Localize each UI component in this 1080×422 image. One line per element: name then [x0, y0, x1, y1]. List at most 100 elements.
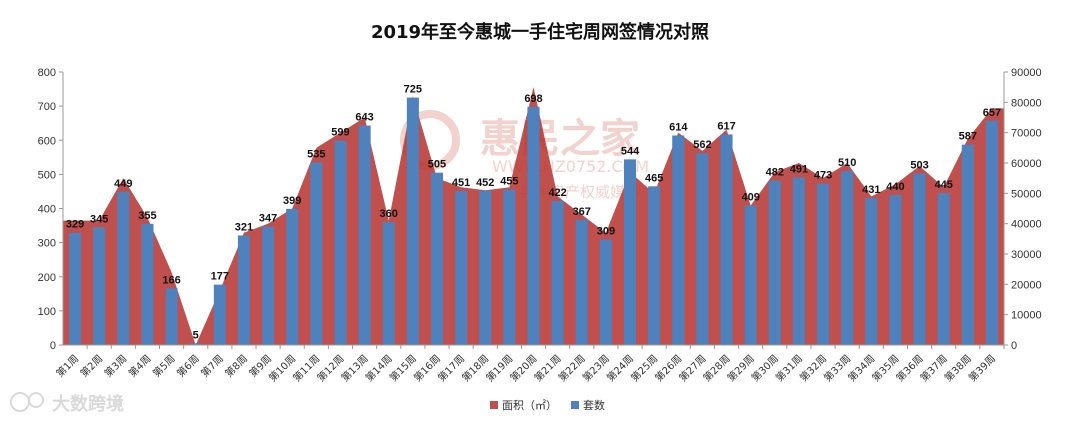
- x-tick-label: 第5周: [150, 352, 178, 380]
- left-tick-label: 200: [38, 272, 56, 284]
- x-tick-label: 第39周: [966, 352, 998, 384]
- left-tick-label: 300: [38, 238, 56, 250]
- x-tick-label: 第7周: [198, 352, 226, 380]
- data-label: 544: [621, 145, 640, 157]
- x-tick-label: 第2周: [77, 352, 105, 380]
- left-tick-label: 0: [50, 340, 56, 352]
- x-tick-label: 第8周: [222, 352, 250, 380]
- data-label: 422: [548, 187, 566, 199]
- right-tick-label: 40000: [1011, 219, 1042, 231]
- data-label: 166: [162, 274, 180, 286]
- left-tick-label: 400: [38, 204, 56, 216]
- bar-第5周: [165, 288, 178, 345]
- x-tick-label: 第6周: [174, 352, 202, 380]
- bar-第3周: [117, 191, 130, 345]
- bar-第37周: [937, 193, 950, 345]
- bar-第30周: [768, 180, 781, 345]
- bar-第33周: [841, 170, 854, 345]
- bar-第32周: [817, 183, 830, 345]
- bar-第16周: [430, 172, 444, 345]
- watermark-logo-icon: [400, 110, 460, 170]
- data-label: 355: [138, 210, 156, 222]
- bar-第8周: [237, 235, 250, 345]
- data-label: 452: [476, 177, 494, 189]
- left-tick-label: 800: [38, 67, 56, 79]
- bar-第29周: [744, 205, 757, 345]
- left-tick-label: 700: [38, 101, 56, 113]
- bar-第7周: [213, 284, 226, 345]
- data-label: 399: [283, 195, 301, 207]
- x-tick-label: 第4周: [126, 352, 154, 380]
- x-tick-label: 第1周: [53, 352, 81, 380]
- bar-第38周: [961, 144, 974, 345]
- data-label: 473: [814, 170, 832, 182]
- bar-第12周: [334, 140, 347, 345]
- data-label: 725: [404, 84, 422, 96]
- data-label: 367: [573, 206, 591, 218]
- bar-第26周: [672, 135, 685, 345]
- bar-第23周: [599, 239, 612, 345]
- bar-第17周: [455, 191, 468, 345]
- data-label: 482: [766, 167, 784, 179]
- bar-第24周: [623, 159, 637, 345]
- watermark-brand: 惠民之家: [480, 116, 640, 162]
- right-tick-label: 0: [1011, 340, 1017, 352]
- right-tick-label: 80000: [1011, 97, 1042, 109]
- data-label: 505: [428, 159, 446, 171]
- data-label: 347: [259, 213, 277, 225]
- bar-第25周: [648, 186, 661, 345]
- data-label: 177: [211, 271, 229, 283]
- bar-第31周: [792, 177, 805, 345]
- data-label: 535: [307, 148, 325, 160]
- bar-第36周: [913, 173, 926, 345]
- chart-title: 2019年至今惠城一手住宅周网签情况对照: [370, 22, 710, 43]
- corner-logo-icon: [10, 392, 30, 412]
- bar-第39周: [985, 120, 998, 345]
- bar-第6周: [189, 343, 202, 345]
- data-label: 491: [790, 163, 808, 175]
- watermark-slogan: 惠州房产权威媒体: [520, 183, 640, 201]
- legend-swatch-area: [490, 401, 498, 409]
- data-label: 321: [235, 221, 253, 233]
- data-label: 5: [193, 329, 199, 341]
- data-label: 431: [862, 184, 880, 196]
- bar-第15周: [406, 97, 419, 345]
- bar-第18周: [479, 190, 492, 345]
- bar-第4周: [141, 223, 154, 345]
- right-tick-label: 50000: [1011, 188, 1042, 200]
- corner-watermark-text: 大数跨境: [52, 393, 124, 415]
- data-label: 409: [741, 191, 759, 203]
- legend: 面积（㎡） 套数: [490, 399, 605, 412]
- data-label: 503: [910, 159, 928, 171]
- data-label: 440: [886, 181, 904, 193]
- data-label: 445: [934, 179, 952, 191]
- right-tick-label: 30000: [1011, 249, 1042, 261]
- left-tick-label: 500: [38, 169, 56, 181]
- bar-第21周: [551, 200, 564, 345]
- right-tick-label: 90000: [1011, 67, 1042, 79]
- left-tick-label: 600: [38, 135, 56, 147]
- legend-label-bar: 套数: [583, 399, 605, 412]
- right-tick-label: 20000: [1011, 279, 1042, 291]
- bar-第34周: [865, 197, 878, 345]
- bar-第2周: [93, 227, 106, 345]
- data-label: 617: [717, 120, 735, 132]
- right-tick-label: 60000: [1011, 158, 1042, 170]
- bar-第11周: [310, 162, 323, 345]
- data-label: 309: [597, 226, 615, 238]
- bar-第14周: [382, 222, 395, 345]
- data-label: 465: [645, 172, 663, 184]
- left-tick-label: 100: [38, 306, 56, 318]
- data-label: 360: [380, 208, 398, 220]
- data-label: 562: [693, 139, 711, 151]
- legend-swatch-bar: [571, 401, 579, 409]
- data-label: 698: [524, 93, 542, 105]
- bar-第9周: [262, 226, 275, 345]
- legend-label-area: 面积（㎡）: [502, 399, 557, 412]
- bar-第20周: [527, 106, 540, 346]
- data-label: 657: [983, 107, 1001, 119]
- data-label: 510: [838, 157, 856, 169]
